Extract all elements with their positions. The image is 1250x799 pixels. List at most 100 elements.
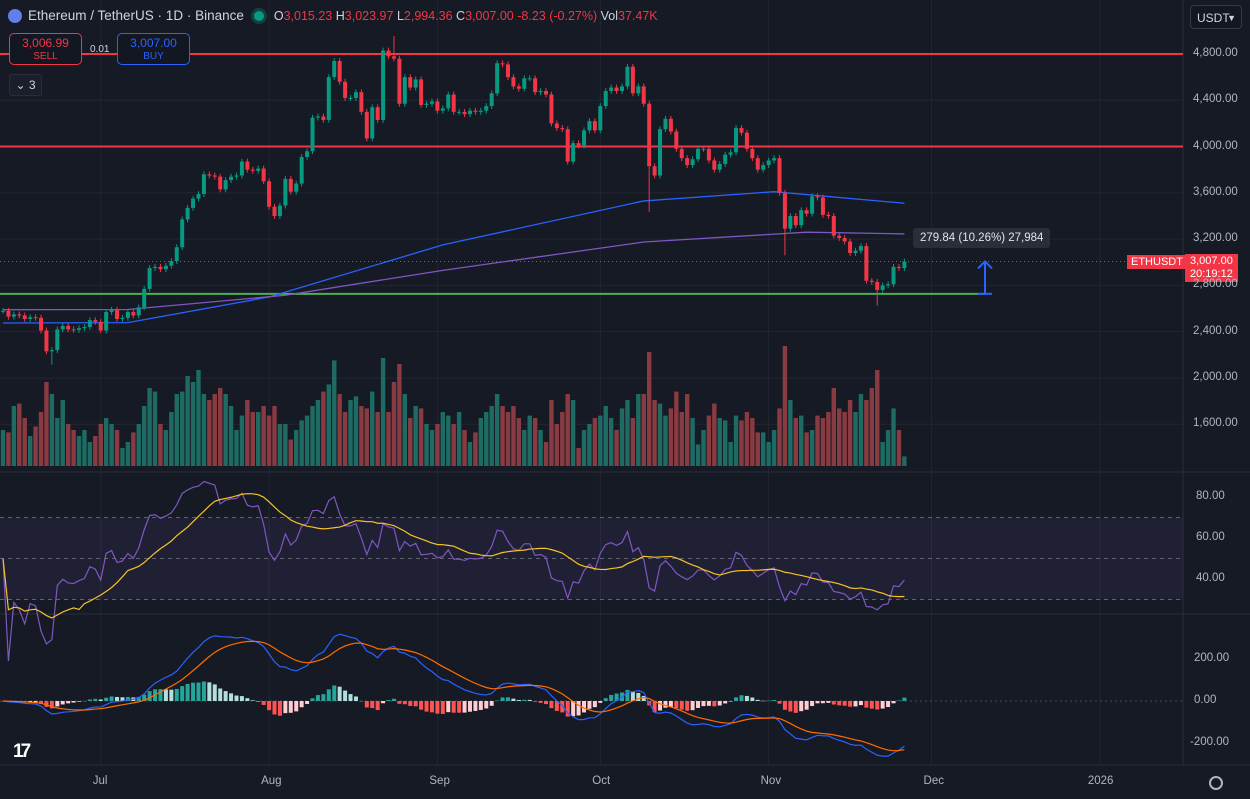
candle-body (533, 78, 538, 93)
symbol-title[interactable]: Ethereum / TetherUS · 1D · Binance (28, 8, 244, 23)
macd-histogram-bar (158, 689, 163, 701)
candle-body (636, 86, 641, 94)
volume-bar (543, 442, 549, 466)
candle-body (761, 165, 766, 170)
candle-body (261, 168, 266, 182)
candle-body (842, 237, 847, 242)
macd-histogram-bar (272, 701, 277, 715)
macd-histogram-bar (527, 699, 532, 701)
moving-average-purple-line (2, 231, 905, 311)
volume-bar (283, 424, 288, 466)
macd-histogram-bar (408, 701, 413, 706)
volume-bar (679, 412, 684, 466)
macd-histogram-bar (348, 694, 353, 701)
volume-bar (348, 400, 353, 466)
macd-histogram-bar (277, 701, 282, 716)
market-open-icon (253, 10, 264, 21)
candle-body (869, 280, 874, 282)
price-axis-label: 3,200.00 (1193, 232, 1238, 245)
volume-bar (33, 426, 38, 466)
macd-histogram-bar (315, 695, 320, 701)
volume-bar (527, 415, 532, 466)
high-value: 3,023.97 (344, 8, 394, 23)
macd-histogram-bar (717, 701, 722, 706)
macd-histogram-bar (109, 696, 114, 701)
candle-body (375, 107, 380, 120)
candle-body (891, 266, 896, 285)
macd-histogram-bar (853, 701, 858, 707)
volume-bar (239, 415, 245, 466)
volume-bar (359, 406, 364, 466)
volume-bar (386, 412, 391, 466)
volume-bar (87, 442, 93, 466)
volume-bar (494, 394, 500, 466)
candle-body (663, 118, 668, 130)
macd-histogram-bar (386, 700, 391, 701)
candle-body (886, 284, 891, 286)
macd-histogram-bar (609, 694, 614, 701)
volume-bar (245, 400, 250, 466)
candle-body (630, 66, 635, 94)
price-axis-label: 2,400.00 (1193, 324, 1238, 337)
macd-histogram-bar (495, 700, 500, 701)
tradingview-logo[interactable]: 17 (13, 741, 31, 762)
candle-body (603, 91, 608, 107)
macd-histogram-bar (685, 701, 690, 711)
volume-bar (549, 400, 554, 466)
macd-histogram-bar (902, 697, 907, 701)
price-axis-label: 2,800.00 (1193, 278, 1238, 291)
spread-value: 0.01 (90, 44, 110, 55)
volume-bar (98, 424, 103, 466)
volume-bar (250, 412, 255, 466)
candle-body (614, 87, 619, 92)
macd-histogram-bar (294, 701, 299, 712)
symbol-header: Ethereum / TetherUS · 1D · Binance O3,01… (8, 8, 658, 23)
candle-body (158, 266, 163, 270)
candle-body (462, 111, 467, 115)
macd-histogram-bar (674, 701, 679, 709)
volume-bar (136, 424, 141, 466)
macd-histogram-bar (98, 699, 103, 701)
volume-bar (196, 370, 201, 466)
candle-body (658, 129, 663, 176)
candle-body (120, 317, 125, 319)
macd-histogram-bar (397, 701, 402, 704)
volume-bar (364, 408, 370, 466)
macd-histogram-bar (305, 701, 310, 705)
volume-bar (342, 412, 348, 466)
macd-histogram-bar (370, 701, 375, 709)
volume-bar (766, 442, 771, 466)
macd-histogram-bar (125, 696, 130, 701)
macd-histogram-bar (587, 701, 592, 709)
candle-body (245, 161, 250, 170)
change-value: -8.23 (-0.27%) (517, 8, 598, 23)
sell-button[interactable]: 3,006.99 SELL (9, 33, 82, 65)
candle-body (793, 215, 798, 226)
volume-bar (272, 406, 277, 466)
volume-bar (896, 430, 902, 466)
macd-histogram-bar (820, 701, 825, 704)
candle-body (104, 312, 109, 331)
volume-bar (424, 424, 429, 466)
currency-select[interactable]: USDT ▼ (1190, 5, 1242, 29)
macd-histogram-bar (310, 698, 315, 701)
macd-histogram-bar (690, 701, 695, 711)
candle-body (511, 77, 516, 87)
volume-bar (722, 420, 728, 466)
candle-body (717, 163, 722, 170)
buy-button[interactable]: 3,007.00 BUY (117, 33, 190, 65)
volume-bar (701, 430, 706, 466)
macd-histogram-bar (60, 701, 65, 705)
candle-body (98, 321, 103, 331)
macd-histogram-bar (810, 701, 815, 707)
candle-body (185, 207, 190, 220)
volume-bar (174, 394, 179, 466)
candle-body (772, 158, 777, 161)
settings-gear-icon[interactable] (1209, 776, 1223, 790)
volume-bar (614, 430, 619, 466)
indicators-toggle-button[interactable]: ⌄ 3 (9, 74, 42, 96)
candle-body (332, 60, 337, 78)
macd-histogram-bar (446, 701, 451, 713)
macd-histogram-bar (663, 701, 668, 708)
